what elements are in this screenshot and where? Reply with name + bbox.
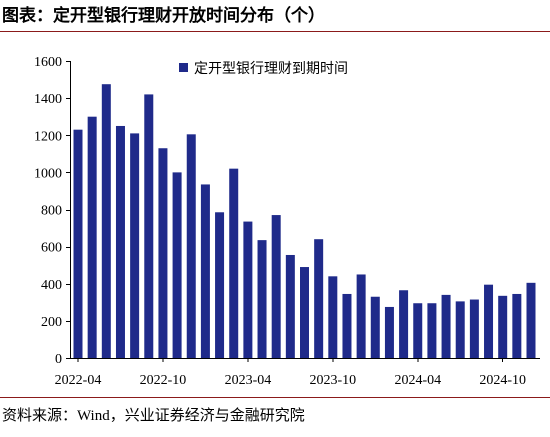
bar-2023-01: [200, 184, 210, 358]
bar-2024-10: [498, 295, 508, 358]
bar-2024-07: [455, 301, 465, 358]
x-tick-label: 2024-04: [394, 373, 441, 388]
bar-2023-02: [215, 212, 225, 358]
y-tick-label: 1200: [34, 129, 62, 144]
x-tick-label: 2023-10: [309, 373, 356, 388]
bar-2022-08: [130, 133, 140, 358]
bar-2023-06: [271, 215, 281, 358]
y-tick-label: 0: [55, 352, 62, 367]
y-tick-label: 400: [41, 278, 62, 293]
bar-2024-08: [469, 299, 479, 358]
bar-2024-11: [512, 293, 522, 358]
legend: 定开型银行理财到期时间: [179, 61, 348, 77]
y-tick-label: 800: [41, 204, 62, 219]
bar-2024-04: [413, 303, 423, 358]
bar-2022-11: [172, 172, 182, 359]
y-tick-label: 1000: [34, 166, 62, 181]
bar-2024-01: [370, 296, 380, 358]
bar-2023-11: [342, 293, 352, 358]
x-tick-label: 2024-10: [479, 373, 526, 388]
bar-2023-07: [285, 254, 295, 358]
bar-2022-07: [115, 125, 125, 358]
x-tick-label: 2022-04: [55, 373, 102, 388]
x-tick-label: 2023-04: [225, 373, 272, 388]
bar-2024-05: [427, 303, 437, 358]
bar-2023-03: [229, 168, 239, 358]
bar-2024-06: [441, 294, 451, 358]
x-axis-ticks: 2022-04 2022-10 2023-04 2023-10 2024-04 2024-…: [55, 358, 526, 388]
bar-2023-05: [257, 240, 267, 358]
bar-2022-12: [186, 134, 196, 358]
bar-2023-08: [300, 267, 309, 358]
legend-swatch: [179, 63, 188, 72]
y-axis-ticks: 0 200 400 600 800 1000 1200 1400 1600: [34, 55, 70, 367]
bar-2024-12: [526, 282, 536, 358]
bar-2023-09: [314, 239, 324, 358]
y-tick-label: 200: [41, 315, 62, 330]
legend-label: 定开型银行理财到期时间: [194, 61, 348, 77]
bar-2024-09: [484, 284, 494, 358]
chart-title: 图表：定开型银行理财开放时间分布（个）: [2, 5, 325, 25]
y-tick-label: 1400: [34, 92, 62, 107]
bar-2022-09: [144, 94, 154, 358]
bar-2022-10: [158, 148, 168, 358]
bar-2024-03: [399, 290, 409, 358]
y-tick-label: 1600: [34, 55, 62, 70]
bar-series: [73, 84, 536, 359]
bar-2022-04: [73, 129, 83, 358]
x-tick-label: 2022-10: [140, 373, 187, 388]
bar-2023-10: [328, 276, 338, 358]
bar-2024-02: [384, 306, 394, 358]
bar-2022-05: [87, 116, 97, 358]
bar-2023-04: [243, 221, 253, 358]
source-note: 资料来源：Wind，兴业证券经济与金融研究院: [2, 406, 305, 424]
bar-2023-12: [356, 274, 366, 358]
y-tick-label: 600: [41, 241, 62, 256]
bar-2022-06: [101, 84, 111, 358]
